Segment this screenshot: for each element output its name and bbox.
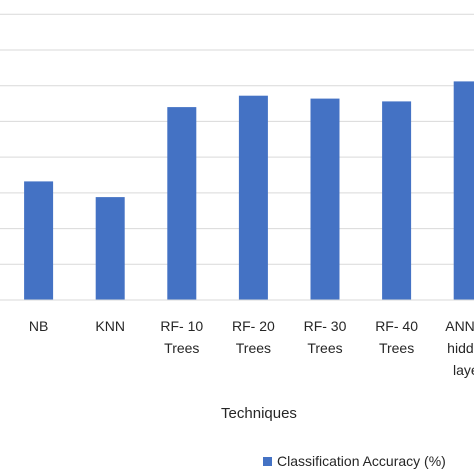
bar	[310, 98, 340, 300]
x-tick-label: RF- 40 Trees	[375, 318, 418, 356]
bar	[453, 81, 474, 301]
x-tick-label: RF- 30 Trees	[304, 318, 347, 356]
legend-swatch	[263, 457, 272, 466]
x-tick-labels: NB KNN RF- 10 Trees RF- 20 Trees RF- 30 Trees RF…	[29, 318, 474, 378]
bar	[95, 197, 125, 300]
bar	[167, 107, 197, 300]
x-tick-label: RF- 10 Trees	[160, 318, 203, 356]
bar	[24, 181, 54, 300]
legend: Classification Accuracy (%)	[263, 453, 446, 469]
x-tick-label: RF- 20 Trees	[232, 318, 275, 356]
x-tick-label: NB	[29, 318, 48, 334]
x-axis-title: Techniques	[221, 405, 297, 422]
legend-label: Classification Accuracy (%)	[277, 453, 446, 469]
bar	[382, 101, 412, 301]
x-tick-label: ANN- 2hiddenlayer	[445, 318, 474, 378]
bar	[238, 95, 268, 300]
gridlines	[0, 13, 474, 265]
bars	[24, 81, 474, 301]
x-tick-label: KNN	[95, 318, 125, 334]
